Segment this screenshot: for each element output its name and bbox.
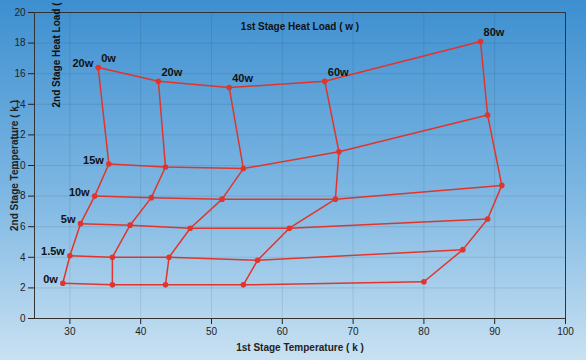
- svg-text:2nd Stage Heat Load ( w ): 2nd Stage Heat Load ( w ): [51, 0, 62, 108]
- svg-text:2nd Stage Temperature ( k ): 2nd Stage Temperature ( k ): [9, 100, 20, 231]
- svg-text:1st Stage Temperature ( k ): 1st Stage Temperature ( k ): [236, 342, 364, 353]
- svg-text:12: 12: [14, 129, 26, 141]
- svg-text:2: 2: [20, 282, 26, 293]
- svg-text:80w: 80w: [484, 26, 505, 38]
- svg-text:6: 6: [20, 221, 26, 232]
- svg-text:15w: 15w: [83, 153, 104, 165]
- svg-text:4: 4: [20, 251, 26, 262]
- svg-text:20w: 20w: [72, 57, 93, 69]
- svg-text:40: 40: [135, 326, 147, 337]
- svg-text:50: 50: [206, 326, 218, 337]
- svg-text:0w: 0w: [101, 52, 116, 64]
- svg-text:80: 80: [418, 326, 430, 337]
- svg-text:10: 10: [14, 159, 26, 171]
- svg-text:8: 8: [20, 190, 26, 201]
- svg-text:70: 70: [348, 326, 360, 337]
- svg-text:18: 18: [14, 37, 26, 48]
- svg-text:5w: 5w: [61, 213, 76, 225]
- svg-text:14: 14: [14, 98, 26, 110]
- svg-text:10w: 10w: [69, 186, 90, 198]
- svg-text:1st Stage Heat Load ( w ): 1st Stage Heat Load ( w ): [241, 21, 359, 32]
- svg-text:40w: 40w: [232, 72, 253, 84]
- svg-text:60w: 60w: [328, 66, 349, 78]
- svg-text:0: 0: [20, 313, 26, 324]
- svg-text:100: 100: [557, 326, 574, 337]
- svg-text:60: 60: [277, 326, 289, 337]
- svg-text:30: 30: [64, 326, 76, 337]
- svg-text:16: 16: [14, 68, 26, 79]
- svg-text:20w: 20w: [161, 66, 182, 78]
- svg-text:0w: 0w: [43, 273, 58, 285]
- svg-text:90: 90: [489, 326, 501, 337]
- svg-text:20: 20: [14, 7, 26, 18]
- svg-text:1.5w: 1.5w: [41, 245, 65, 257]
